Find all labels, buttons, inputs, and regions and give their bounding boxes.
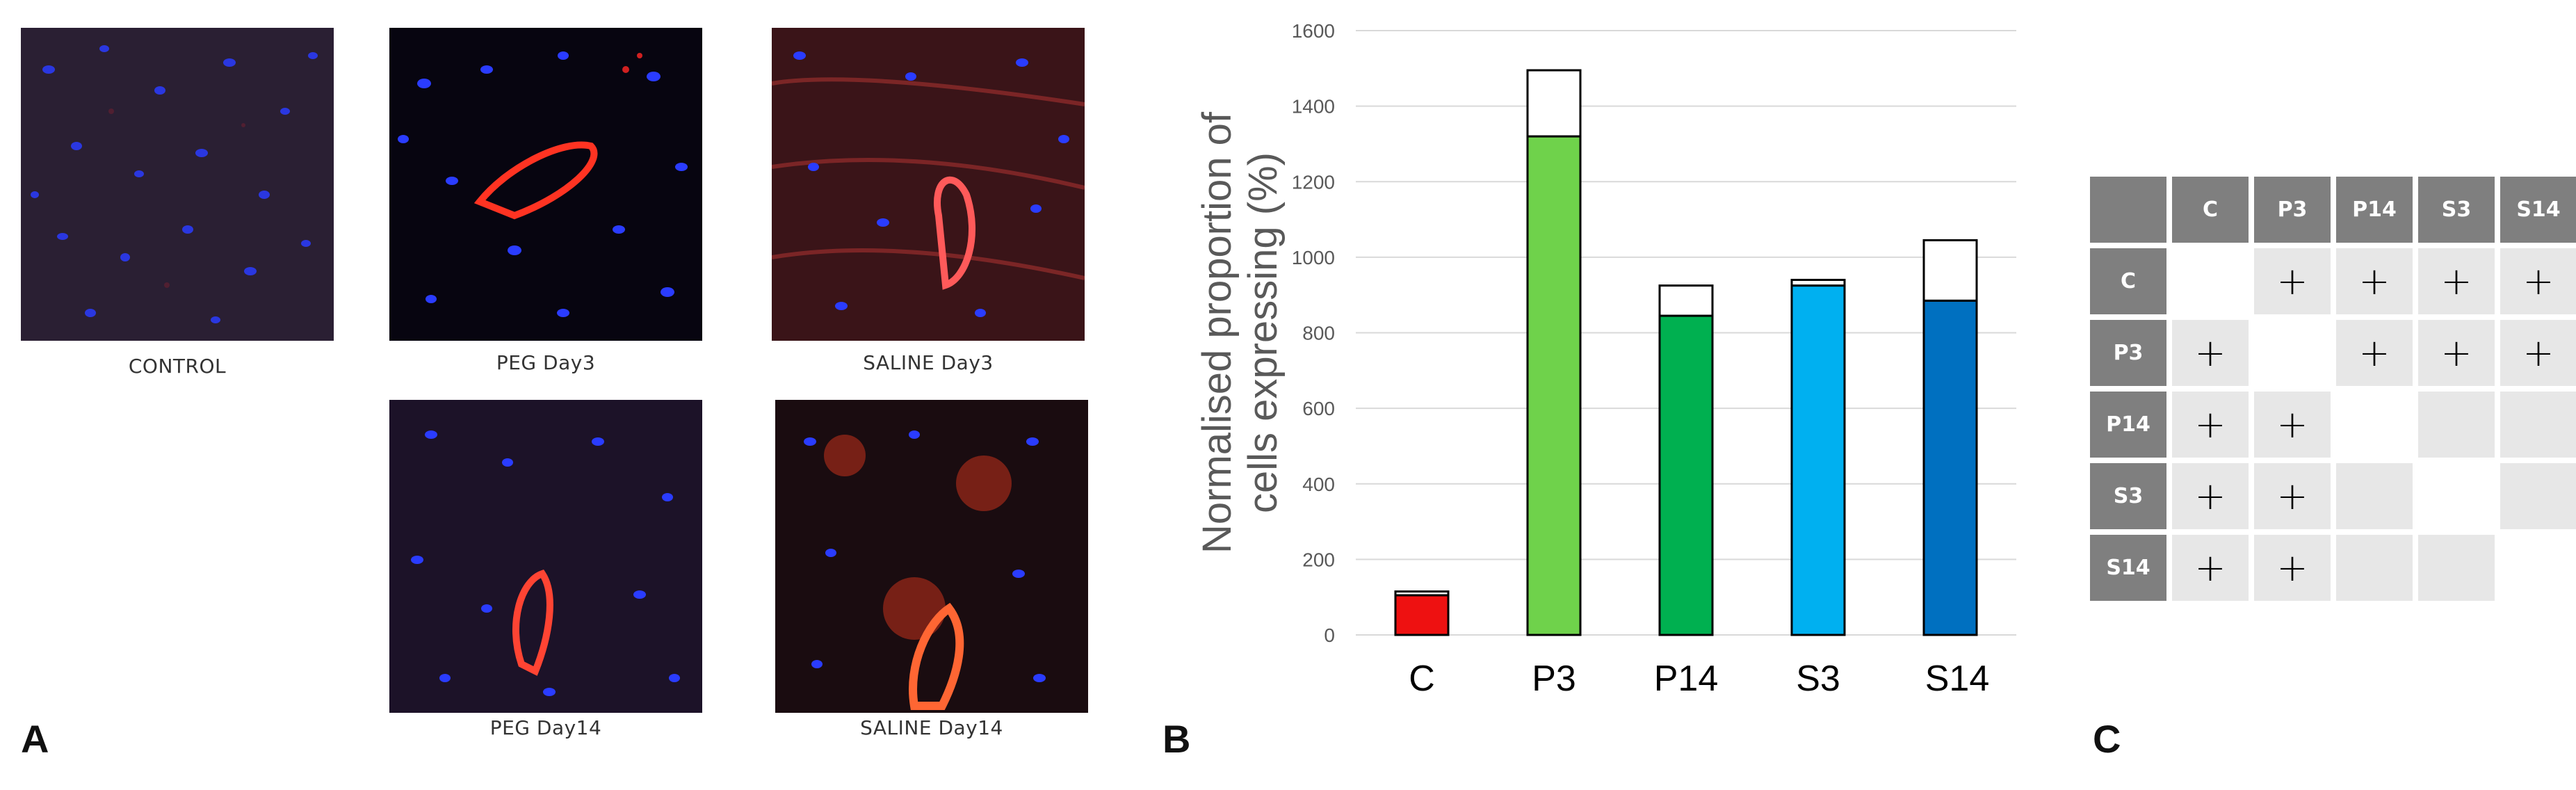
micrograph-peg-day3 bbox=[389, 28, 702, 341]
y-tick-label: 600 bbox=[1302, 398, 1335, 419]
matrix-empty-cell bbox=[2500, 535, 2576, 601]
matrix-empty-cell bbox=[2418, 463, 2495, 529]
matrix-plus-cell: + bbox=[2418, 248, 2495, 314]
y-tick-label: 1000 bbox=[1292, 247, 1335, 268]
bar-s14-stack bbox=[1922, 239, 1978, 302]
matrix-plus-cell: + bbox=[2336, 320, 2413, 386]
micrograph-saline-day14-label: SALINE Day14 bbox=[860, 716, 1003, 739]
matrix-empty-cell bbox=[2254, 320, 2331, 386]
y-tick-label: 800 bbox=[1302, 323, 1335, 344]
x-tick-label: S14 bbox=[1925, 659, 1990, 699]
bar-p14 bbox=[1658, 314, 1714, 636]
micrograph-saline-day14 bbox=[775, 400, 1088, 713]
micrograph-peg-day14-label: PEG Day14 bbox=[489, 716, 602, 739]
matrix-col-header: P14 bbox=[2336, 177, 2413, 243]
micrograph-control-label: CONTROL bbox=[128, 355, 227, 378]
matrix-col-header: C bbox=[2172, 177, 2249, 243]
matrix-row-header: S3 bbox=[2090, 463, 2166, 529]
micrograph-saline-day3-image bbox=[772, 28, 1085, 341]
x-tick-label: C bbox=[1409, 659, 1435, 699]
matrix-plus-cell: + bbox=[2172, 320, 2249, 386]
y-tick-label: 1600 bbox=[1292, 20, 1335, 42]
matrix-plus-cell: + bbox=[2418, 320, 2495, 386]
matrix-plus-cell: + bbox=[2254, 392, 2331, 458]
matrix-col-header: P3 bbox=[2254, 177, 2331, 243]
matrix-row-header: S14 bbox=[2090, 535, 2166, 601]
matrix-plus-cell: + bbox=[2172, 392, 2249, 458]
bar-c-stack bbox=[1394, 590, 1450, 597]
matrix-empty-cell bbox=[2418, 535, 2495, 601]
matrix-row-header: P14 bbox=[2090, 392, 2166, 458]
matrix-empty-cell bbox=[2172, 248, 2249, 314]
matrix-col-header: S14 bbox=[2500, 177, 2576, 243]
matrix-plus-cell: + bbox=[2500, 320, 2576, 386]
panel-b-letter: B bbox=[1163, 717, 1191, 761]
x-tick-label: P14 bbox=[1654, 659, 1719, 699]
matrix-empty-cell bbox=[2418, 392, 2495, 458]
y-axis-label-line: cells expressing (%) bbox=[1240, 152, 1286, 513]
matrix-plus-cell: + bbox=[2254, 463, 2331, 529]
y-tick-label: 200 bbox=[1302, 549, 1335, 570]
panel-c-letter: C bbox=[2093, 717, 2121, 761]
micrograph-peg-day14 bbox=[389, 400, 702, 713]
matrix-empty-cell bbox=[2336, 535, 2413, 601]
micrograph-peg-day3-image bbox=[389, 28, 702, 341]
bar-p3-stack bbox=[1526, 69, 1582, 138]
y-axis-label-line: Normalised proportion of bbox=[1194, 111, 1240, 554]
matrix-empty-cell bbox=[2500, 463, 2576, 529]
micrograph-peg-day3-label: PEG Day3 bbox=[496, 351, 596, 374]
y-tick-label: 1400 bbox=[1292, 96, 1335, 118]
bar-p3 bbox=[1526, 135, 1582, 636]
bar-s14 bbox=[1922, 299, 1978, 636]
y-tick-label: 0 bbox=[1324, 624, 1335, 646]
micrograph-saline-day14-image bbox=[775, 400, 1088, 713]
matrix-plus-cell: + bbox=[2500, 248, 2576, 314]
matrix-row-header: C bbox=[2090, 248, 2166, 314]
matrix-corner bbox=[2090, 177, 2166, 243]
micrograph-peg-day14-image bbox=[389, 400, 702, 713]
x-tick-label: P3 bbox=[1532, 659, 1576, 699]
matrix-plus-cell: + bbox=[2172, 535, 2249, 601]
matrix-empty-cell bbox=[2500, 392, 2576, 458]
matrix-plus-cell: + bbox=[2172, 463, 2249, 529]
stacked-bar-chart: 0 200 400 600 800 1000 1200 1400 1600 C P3 P14 S3 S14… bbox=[1194, 20, 2016, 699]
y-tick-label: 400 bbox=[1302, 474, 1335, 495]
y-tick-label: 1200 bbox=[1292, 171, 1335, 193]
micrograph-saline-day3-label: SALINE Day3 bbox=[863, 351, 994, 374]
x-tick-label: S3 bbox=[1796, 659, 1840, 699]
bar-p14-stack bbox=[1658, 284, 1714, 317]
matrix-empty-cell bbox=[2336, 463, 2413, 529]
bar-s3-stack bbox=[1790, 278, 1846, 287]
matrix-plus-cell: + bbox=[2254, 535, 2331, 601]
y-axis-label: Normalised proportion of cells expressing… bbox=[1194, 111, 1286, 554]
matrix-empty-cell bbox=[2336, 392, 2413, 458]
matrix-plus-cell: + bbox=[2336, 248, 2413, 314]
matrix-row-header: P3 bbox=[2090, 320, 2166, 386]
panel-a-letter: A bbox=[21, 717, 49, 761]
matrix-plus-cell: + bbox=[2254, 248, 2331, 314]
micrograph-control-image bbox=[21, 28, 334, 341]
bar-c bbox=[1394, 594, 1450, 636]
matrix-col-header: S3 bbox=[2418, 177, 2495, 243]
micrograph-control bbox=[21, 28, 334, 341]
micrograph-saline-day3 bbox=[772, 28, 1085, 341]
bar-s3 bbox=[1790, 284, 1846, 636]
